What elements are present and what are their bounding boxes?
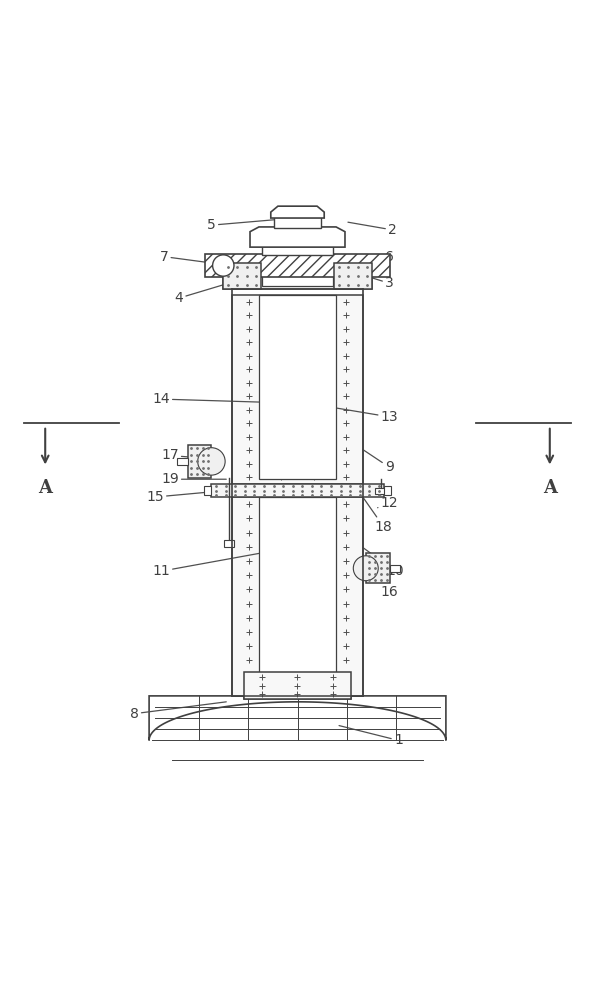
Bar <box>375 488 387 494</box>
Polygon shape <box>149 696 446 740</box>
Circle shape <box>198 448 225 475</box>
Text: 10: 10 <box>363 547 404 578</box>
Text: 12: 12 <box>378 496 398 510</box>
Bar <box>187 445 211 478</box>
Text: 15: 15 <box>146 490 226 504</box>
Bar <box>262 246 333 255</box>
Bar <box>223 263 261 289</box>
Text: 18: 18 <box>363 497 393 534</box>
Text: 11: 11 <box>152 553 259 578</box>
Bar <box>244 696 351 699</box>
Text: 6: 6 <box>371 250 394 264</box>
Bar <box>390 565 400 572</box>
Polygon shape <box>250 227 345 247</box>
Text: 4: 4 <box>174 280 238 305</box>
Bar <box>205 254 390 277</box>
Text: 1: 1 <box>339 726 403 747</box>
Text: 17: 17 <box>161 448 223 462</box>
Bar <box>211 484 384 497</box>
Circle shape <box>212 255 234 276</box>
Text: 9: 9 <box>363 450 394 474</box>
Bar <box>366 553 390 583</box>
Bar <box>262 266 333 286</box>
Polygon shape <box>271 206 324 218</box>
Text: 19: 19 <box>161 472 226 486</box>
Text: 7: 7 <box>159 250 217 264</box>
Bar <box>259 497 336 693</box>
Text: 3: 3 <box>371 276 394 290</box>
Text: 16: 16 <box>381 568 399 599</box>
Bar <box>384 486 391 495</box>
Text: 2: 2 <box>348 222 397 237</box>
Bar <box>232 497 363 696</box>
Text: 8: 8 <box>130 702 226 721</box>
Text: A: A <box>38 479 52 497</box>
Text: 13: 13 <box>336 408 398 424</box>
Bar <box>232 295 363 484</box>
Bar <box>204 486 211 495</box>
Text: A: A <box>543 479 557 497</box>
Bar <box>223 263 372 289</box>
Bar <box>244 672 351 699</box>
Text: 5: 5 <box>207 218 274 232</box>
Bar <box>259 295 336 479</box>
Bar <box>334 263 372 289</box>
Bar <box>274 215 321 228</box>
Text: 14: 14 <box>152 392 259 406</box>
Bar <box>224 540 234 547</box>
Bar <box>177 458 187 465</box>
Circle shape <box>353 556 378 581</box>
